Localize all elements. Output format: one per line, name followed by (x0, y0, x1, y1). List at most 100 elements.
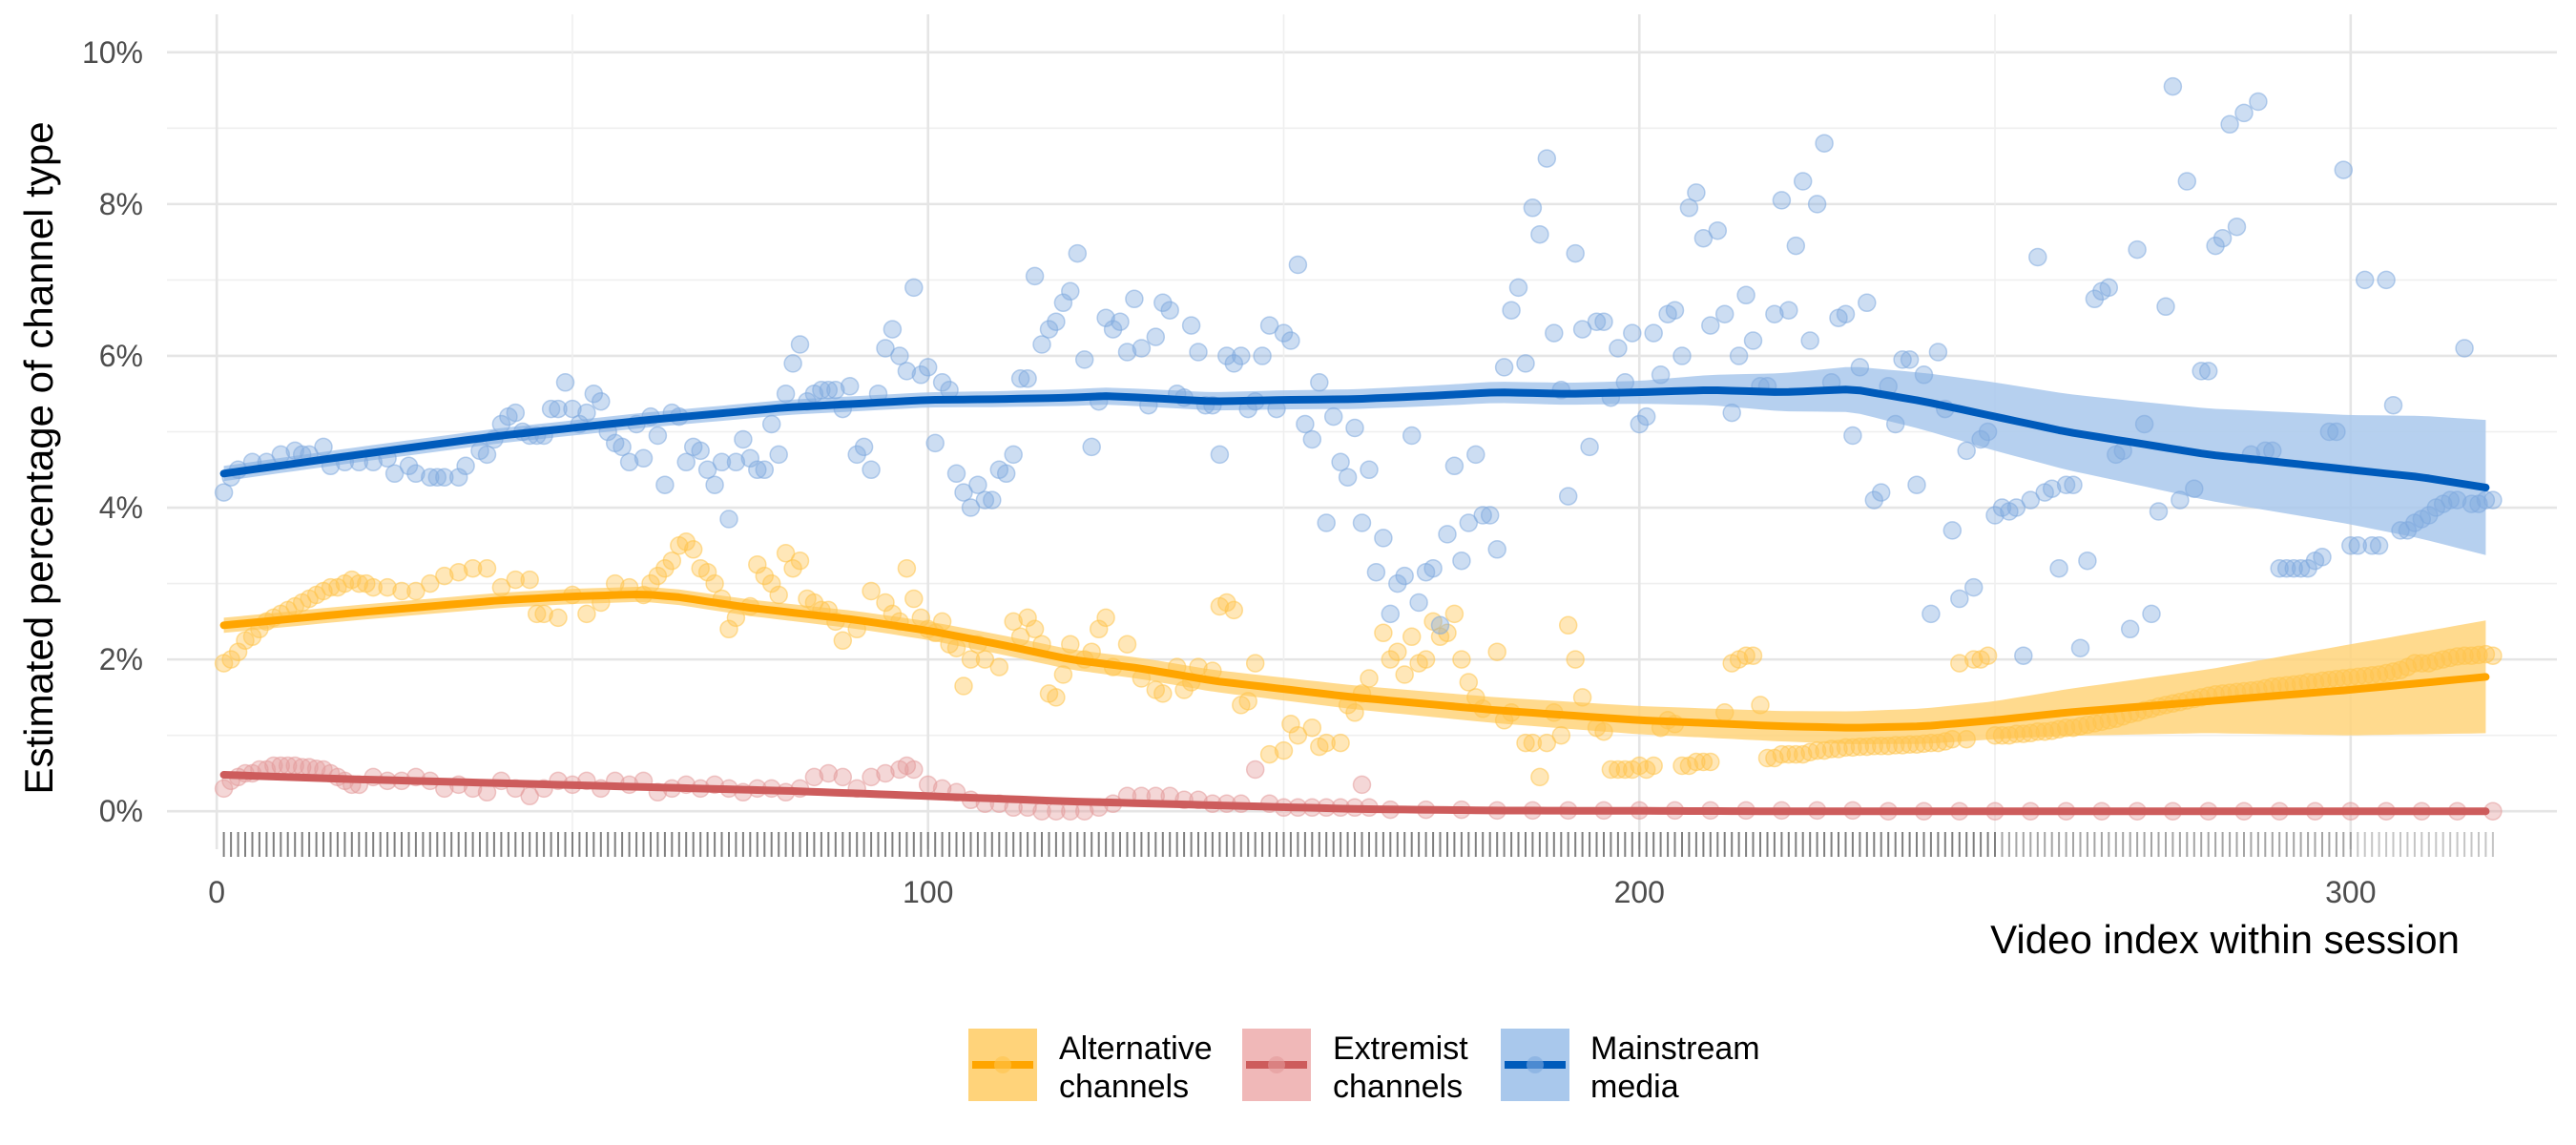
mainstream-point (2085, 289, 2105, 309)
mainstream-point (1074, 350, 1094, 369)
alternative-point (577, 604, 596, 624)
alternative-point (1751, 696, 1770, 715)
mainstream-point (619, 452, 639, 472)
alternative-point (2412, 654, 2432, 673)
alternative-point (2441, 648, 2460, 668)
alternative-point (1786, 744, 1806, 764)
extremist-point (876, 763, 895, 783)
alternative-point (534, 604, 553, 624)
mainstream-point (1381, 604, 1401, 624)
mainstream-point (1146, 327, 1166, 346)
mainstream-point (1047, 312, 1066, 331)
mainstream-point (954, 483, 973, 502)
mainstream-point (1438, 525, 1457, 544)
mainstream-point (2042, 479, 2062, 498)
mainstream-point (2377, 270, 2396, 290)
mainstream-point (946, 464, 966, 484)
mainstream-point (1537, 149, 1557, 168)
mainstream-point (427, 468, 447, 487)
legend-key-point (994, 1056, 1011, 1073)
mainstream-point (1061, 281, 1080, 302)
mainstream-point (975, 490, 995, 510)
mainstream-point (584, 384, 604, 404)
mainstream-point (563, 399, 582, 419)
alternative-point (2006, 724, 2026, 743)
legend-label: Extremist (1333, 1030, 1468, 1067)
mainstream-point (2334, 160, 2354, 179)
mainstream-point (2149, 502, 2169, 521)
mainstream-point (697, 460, 717, 480)
mainstream-point (932, 373, 952, 392)
alternative-point (2469, 645, 2488, 665)
alternative-point (1601, 760, 1621, 780)
alternative-point (1360, 669, 1379, 688)
mainstream-point (1508, 278, 1528, 298)
mainstream-point (1352, 513, 1372, 532)
mainstream-point (2420, 506, 2439, 525)
mainstream-point (1010, 369, 1030, 388)
alternative-point (448, 562, 468, 582)
mainstream-point (712, 452, 732, 472)
alternative-point (1807, 740, 1827, 760)
mainstream-point (555, 373, 575, 392)
mainstream-point (2206, 236, 2225, 256)
alternative-point (520, 570, 539, 590)
mainstream-point (691, 441, 710, 461)
mainstream-point (2319, 422, 2339, 442)
alternative-point (2405, 654, 2424, 673)
mainstream-point (1395, 566, 1414, 586)
alternative-point (1701, 752, 1720, 772)
alternative-point (2369, 665, 2389, 684)
mainstream-point (1004, 445, 1023, 465)
alternative-point (2420, 654, 2439, 673)
alternative-point (655, 558, 675, 578)
mainstream-point (1409, 593, 1428, 613)
mainstream-point (1665, 301, 1685, 320)
alternative-point (1096, 608, 1115, 628)
alternative-point (2035, 721, 2054, 741)
mainstream-point (1572, 320, 1592, 339)
alternative-point (1858, 737, 1877, 757)
legend-label: channels (1059, 1069, 1189, 1105)
mainstream-point (2383, 395, 2403, 415)
alternative-point (2042, 721, 2062, 740)
alternative-point (435, 566, 454, 586)
alternative-point (1566, 650, 1585, 669)
mainstream-point (2163, 76, 2183, 96)
alternative-point (1957, 729, 1976, 749)
extremist-trend-line (219, 771, 2490, 816)
alternative-point (1025, 619, 1045, 639)
alternative-point (946, 638, 966, 657)
mainstream-point (719, 510, 738, 529)
alternative-point (1942, 729, 1963, 749)
mainstream-point (2006, 498, 2026, 517)
mainstream-point (384, 464, 405, 484)
mainstream-point (2341, 536, 2360, 555)
alternative-point (1153, 684, 1173, 703)
mainstream-point (1800, 331, 1819, 350)
mainstream-point (1423, 558, 1443, 578)
y-tick-label: 10% (82, 35, 143, 70)
mainstream-point (1259, 316, 1279, 335)
alternative-point (506, 570, 526, 590)
alternative-point (697, 562, 717, 582)
alternative-point (2433, 650, 2453, 669)
alternative-point (1444, 604, 1465, 624)
extremist-point (1352, 775, 1372, 795)
mainstream-point (2078, 551, 2097, 571)
alternative-point (761, 573, 781, 593)
alternative-point (1992, 725, 2012, 745)
alternative-point (904, 589, 924, 609)
mainstream-point (1160, 301, 1179, 320)
legend-label: Mainstream (1590, 1030, 1760, 1067)
mainstream-point (1253, 346, 1272, 365)
alternative-point (748, 554, 767, 574)
alternative-point (421, 573, 440, 593)
mainstream-point (883, 320, 903, 339)
mainstream-point (1714, 304, 1735, 323)
alternative-point (1893, 736, 1912, 755)
mainstream-point (1566, 243, 1585, 263)
mainstream-point (1039, 320, 1059, 339)
alternative-point (1800, 742, 1819, 761)
